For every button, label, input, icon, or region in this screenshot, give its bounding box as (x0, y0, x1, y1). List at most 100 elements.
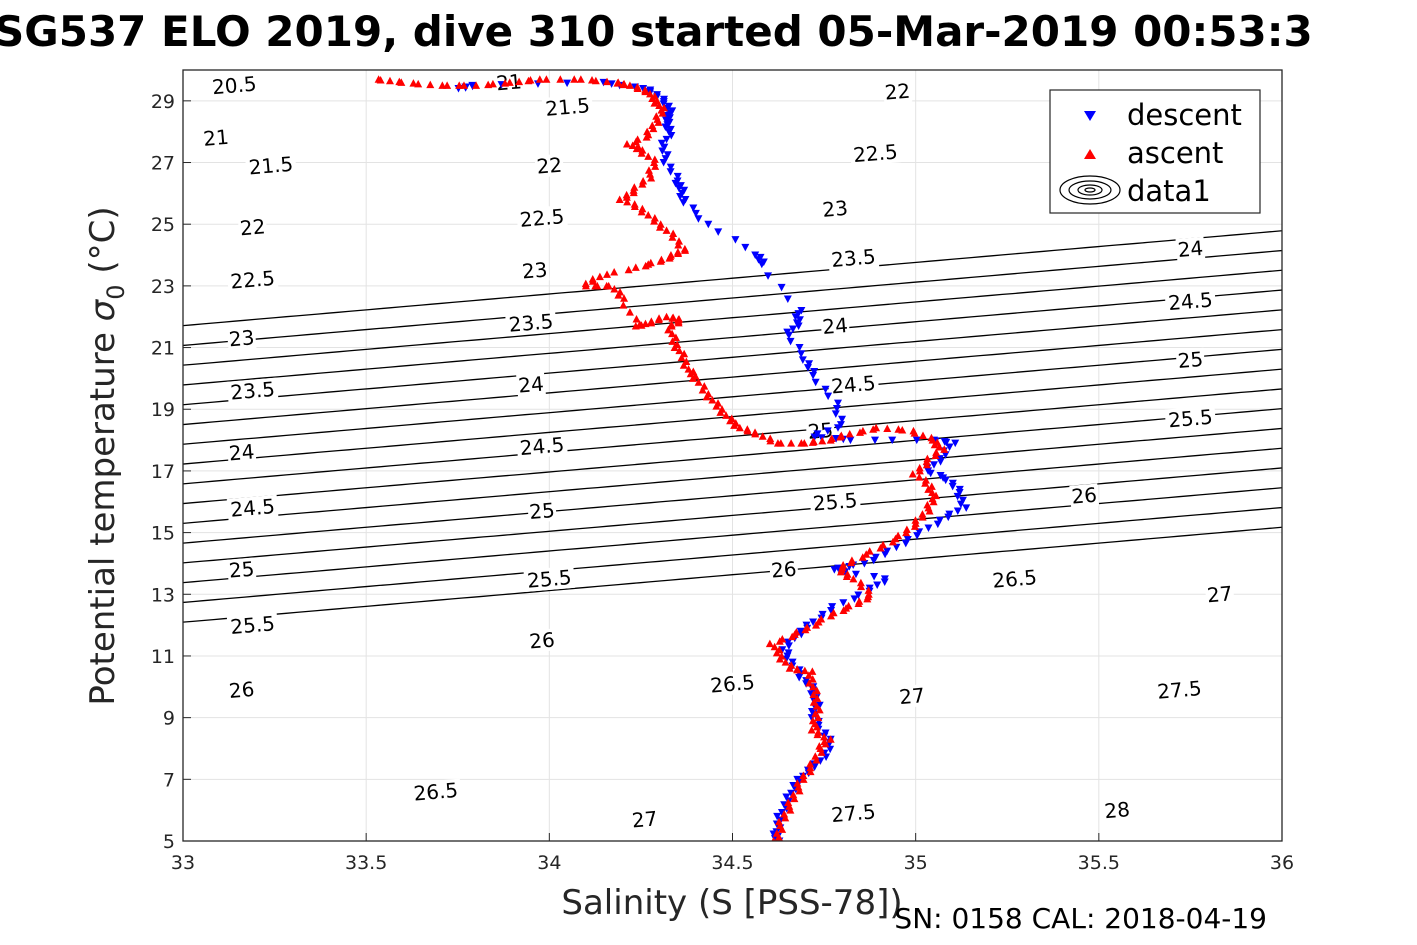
ascent-point (829, 608, 838, 617)
contour-label: 22 (882, 79, 913, 105)
ascent-point (622, 140, 631, 148)
ascent-point (581, 279, 590, 288)
ascent-point (787, 661, 796, 669)
ascent-point (814, 728, 823, 736)
ascent-point (656, 220, 665, 228)
ascent-point (624, 265, 633, 274)
ascent-point (638, 204, 647, 213)
x-tick-label: 36 (1270, 852, 1294, 874)
ascent-point (774, 833, 783, 841)
contour-label-bg (226, 266, 279, 293)
descent-point (942, 438, 951, 447)
ascent-point (844, 601, 853, 610)
contour-label-bg (541, 93, 594, 121)
ascent-point (654, 315, 663, 324)
descent-point (955, 489, 964, 497)
contour-label: 24 (226, 439, 257, 465)
legend-ascent-marker (1084, 149, 1096, 159)
contour-label-bg (245, 152, 297, 179)
contour-label-bg (516, 433, 568, 460)
descent-point (892, 543, 901, 552)
y-tick-label: 15 (151, 523, 175, 545)
ascent-point (799, 775, 808, 783)
descent-point (704, 220, 713, 229)
contour-label-bg (226, 677, 257, 703)
contour-label: 27.5 (827, 799, 880, 827)
ascent-point (731, 419, 740, 427)
ascent-point (646, 170, 655, 178)
contour-label-bg (208, 72, 261, 99)
y-axis-label-text: Potential temperature (83, 321, 123, 705)
contour-label-text: 24 (821, 313, 848, 339)
descent-point (662, 116, 671, 125)
contour-label-text: 25.5 (229, 611, 275, 639)
descent-point (809, 371, 818, 380)
descent-point (854, 591, 863, 600)
descent-point (834, 399, 843, 408)
y-tick-label: 19 (151, 399, 175, 421)
contour-label-text: 25.5 (526, 565, 572, 593)
contour-line (183, 407, 1282, 505)
contour-line (183, 249, 1282, 347)
contour-label-text: 26.5 (413, 778, 459, 806)
ascent-point (775, 645, 784, 654)
ascent-point (778, 825, 787, 833)
contour-label-bg (226, 326, 257, 351)
contour-label-bg (882, 79, 913, 104)
ascent-point (845, 429, 854, 438)
contour-label: 21 (201, 125, 231, 151)
ascent-point (666, 251, 675, 259)
descent-point (714, 228, 723, 236)
contour-label-text: 27 (631, 806, 658, 832)
legend: descent ascent data1 (1049, 89, 1261, 214)
ascent-point (820, 737, 829, 746)
contour-label-bg (1164, 288, 1217, 315)
descent-point (956, 500, 965, 509)
descent-point (773, 812, 782, 821)
ascent-point (765, 639, 774, 648)
ascent-point (909, 426, 918, 435)
descent-point (777, 283, 786, 292)
contour-label: 26.5 (409, 778, 462, 806)
contour-label-bg (523, 565, 576, 592)
descent-point (782, 793, 791, 802)
ascent-point (625, 81, 634, 89)
legend-box (1049, 89, 1261, 214)
ascent-point (776, 821, 785, 830)
contour-label-text: 22 (884, 79, 911, 105)
ascent-point (817, 748, 826, 756)
ascent-point (928, 488, 937, 497)
contour-label-bg (226, 612, 279, 639)
x-tick-label: 34.5 (711, 852, 753, 874)
ascent-point (655, 101, 664, 109)
y-axis-label-symbol: σ (83, 298, 123, 321)
contour-label-text: 27 (1206, 581, 1233, 607)
y-tick-label: 21 (151, 338, 175, 360)
descent-point (660, 143, 669, 152)
ascent-point (668, 337, 677, 345)
ascent-point (620, 79, 629, 88)
ascent-point (792, 628, 801, 636)
descent-point (824, 392, 833, 401)
ascent-point (931, 491, 940, 500)
contour-label-text: 23.5 (830, 244, 876, 272)
ascent-point (770, 642, 779, 651)
ascent-point (908, 470, 917, 478)
contour-line (183, 328, 1282, 426)
ascent-point (622, 190, 631, 199)
ascent-point (818, 436, 827, 445)
x-tick-label: 33 (171, 852, 195, 874)
ascent-point (708, 395, 717, 404)
ascent-point (650, 214, 659, 222)
ascent-point (633, 135, 642, 143)
descent-point (915, 528, 924, 536)
contour-label-bg (827, 800, 880, 827)
ascent-point (808, 675, 817, 683)
contour-label-text: 26 (1070, 483, 1097, 509)
descent-point (935, 516, 944, 525)
contour-label-bg (1164, 405, 1217, 432)
ascent-point (659, 103, 668, 112)
contour-label: 25 (527, 498, 557, 524)
y-tick-label: 9 (163, 708, 175, 730)
legend-ascent-label: ascent (1127, 136, 1223, 170)
